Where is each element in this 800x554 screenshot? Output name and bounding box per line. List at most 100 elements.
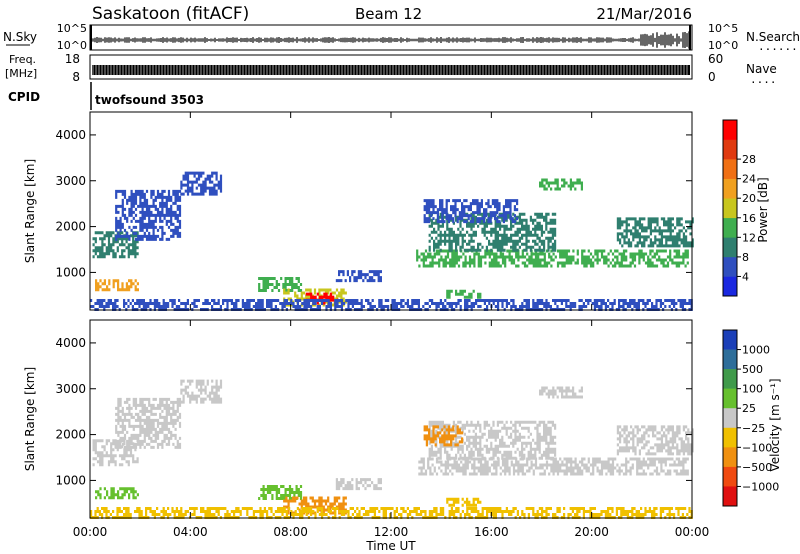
- colorbar-swatch: [723, 256, 737, 277]
- scatter-region-7: [335, 270, 382, 283]
- time-axis-ticks: 00:00 04:00 08:00 12:00 16:00 20:00 00:00: [73, 112, 710, 539]
- nsearch-dots: .......: [758, 40, 800, 53]
- scatter-cells: [95, 487, 139, 500]
- nave-dots: ....: [750, 73, 777, 86]
- scatter-region-1: [115, 189, 182, 241]
- colorbar-swatch: [723, 139, 737, 160]
- nsky-label: N.Sky: [3, 30, 37, 44]
- cpid-program: twofsound 3503: [95, 93, 204, 107]
- scatter-region-9: [428, 212, 557, 252]
- scatter-region-8: [428, 420, 557, 460]
- colorbar-tick-label: −100: [742, 441, 772, 454]
- colorbar-swatch: [723, 408, 737, 429]
- colorbar-swatch: [723, 159, 737, 179]
- nsearch-tick-bottom: 10^0: [708, 39, 738, 52]
- freq-label: Freq.: [9, 53, 36, 66]
- scatter-cells: [92, 231, 139, 259]
- colorbar-tick-label: 16: [742, 212, 756, 225]
- cpid-strip: CPID twofsound 3503: [8, 82, 204, 110]
- freq-tick-bottom: 8: [72, 70, 80, 84]
- scatter-region-0: [92, 231, 139, 259]
- velocity-panel: 1000 2000 3000 4000 Slant Range [km] 1000 50…: [23, 319, 782, 519]
- nsky-trace: [90, 25, 691, 50]
- scatter-region-11: [616, 425, 694, 456]
- scatter-cells: [539, 178, 583, 191]
- scatter-region-10: [539, 386, 583, 399]
- time-tick-label: 16:00: [474, 525, 509, 539]
- colorbar-swatch: [723, 486, 737, 507]
- scatter-region-0: [92, 439, 139, 467]
- cpid-label: CPID: [8, 90, 40, 104]
- range-tick-label: 2000: [55, 220, 86, 234]
- scatter-cells: [180, 171, 223, 196]
- time-tick-label: 00:00: [675, 525, 710, 539]
- range-tick-label: 3000: [55, 382, 86, 396]
- nave-tick-top: 60: [708, 52, 723, 66]
- colorbar-swatch: [723, 466, 737, 487]
- velocity-colorbar-label: Velocity [m s⁻¹]: [768, 378, 782, 471]
- colorbar-tick-label: 25: [742, 402, 756, 415]
- scatter-cells: [428, 420, 557, 460]
- time-tick-label: 20:00: [574, 525, 609, 539]
- scatter-region-13: [446, 289, 482, 299]
- freq-band: [92, 65, 690, 75]
- freq-frame: [89, 54, 693, 80]
- scatter-cells: [115, 397, 182, 449]
- time-axis-label: Time UT: [365, 539, 416, 553]
- velocity-colorbar: 1000 500 100 25 −25 −100 −500 −1000: [722, 329, 779, 507]
- beam-title: Beam 12: [355, 5, 422, 23]
- colorbar-tick-label: 12: [742, 231, 756, 244]
- scatter-region-6: [335, 478, 382, 491]
- colorbar-swatch: [723, 120, 737, 140]
- scatter-region-2: [180, 171, 223, 196]
- scatter-cells: [258, 485, 303, 500]
- range-tick-label: 1000: [55, 473, 86, 487]
- scatter-region-9: [423, 425, 464, 447]
- scatter-region-3: [95, 279, 139, 292]
- colorbar-swatch: [723, 217, 737, 238]
- colorbar-swatch: [723, 388, 737, 409]
- freq-tick-top: 18: [65, 52, 80, 66]
- scatter-cells: [539, 386, 583, 399]
- power-yaxis: 1000 2000 3000 4000: [55, 128, 692, 279]
- colorbar-swatch: [723, 427, 737, 448]
- scatter-cells: [180, 379, 223, 404]
- scatter-cells: [335, 270, 382, 283]
- nsky-line: [90, 31, 690, 49]
- scatter-cells: [335, 478, 382, 491]
- station-title: Saskatoon (fitACF): [92, 4, 249, 24]
- colorbar-frame: [722, 329, 738, 507]
- nave-label: Nave: [746, 62, 777, 76]
- range-tick-label: 4000: [55, 336, 86, 350]
- velocity-ylabel: Slant Range [km]: [23, 367, 37, 471]
- colorbar-tick-label: 20: [742, 192, 756, 205]
- colorbar-swatch: [723, 237, 737, 258]
- scatter-cells: [283, 496, 347, 515]
- freq-trace: [92, 64, 690, 76]
- freq-unit-label: [MHz]: [5, 67, 37, 80]
- nsky-tick-top: 10^5: [57, 22, 87, 35]
- colorbar-tick-label: −1000: [742, 480, 779, 493]
- scatter-cells: [428, 212, 557, 252]
- colorbar-swatch: [723, 276, 737, 297]
- scatter-region-2: [180, 379, 223, 404]
- colorbar-swatch: [723, 447, 737, 468]
- scatter-cells: [416, 249, 689, 268]
- scatter-cells: [418, 457, 689, 476]
- scatter-region-11: [539, 178, 583, 191]
- colorbar-swatch: [723, 178, 737, 199]
- freq-band-gaps: [92, 64, 688, 76]
- date-title: 21/Mar/2016: [596, 5, 692, 23]
- scatter-cells: [258, 277, 303, 292]
- scatter-cells: [446, 289, 482, 299]
- scatter-cells: [423, 199, 519, 224]
- velocity-frame: [89, 319, 693, 519]
- range-tick-label: 1000: [55, 265, 86, 279]
- colorbar-tick-label: −500: [742, 461, 772, 474]
- time-tick-label: 04:00: [173, 525, 208, 539]
- range-tick-label: 4000: [55, 128, 86, 142]
- scatter-region-3: [95, 487, 139, 500]
- colorbar-tick-label: 100: [742, 383, 763, 396]
- scatter-region-10: [423, 199, 519, 224]
